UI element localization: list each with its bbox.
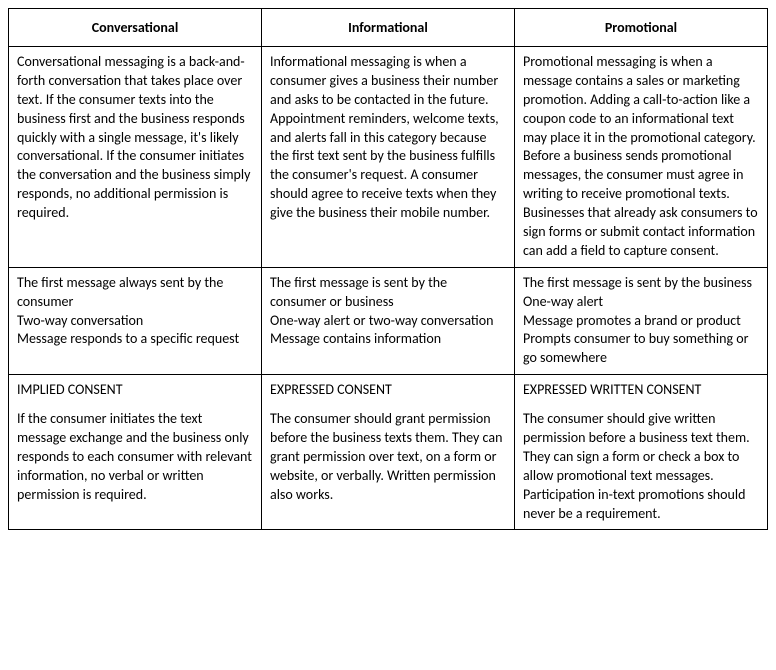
- consent-title: IMPLIED CONSENT: [17, 381, 253, 400]
- consent-title: EXPRESSED CONSENT: [270, 381, 506, 400]
- table-header-row: Conversational Informational Promotional: [9, 9, 768, 47]
- cell-characteristics-promotional: The first message is sent by the busines…: [514, 267, 767, 374]
- consent-title: EXPRESSED WRITTEN CONSENT: [523, 381, 759, 400]
- messaging-types-table: Conversational Informational Promotional…: [8, 8, 768, 530]
- cell-consent-conversational: IMPLIED CONSENT If the consumer initiate…: [9, 375, 262, 530]
- cell-characteristics-conversational: The first message always sent by the con…: [9, 267, 262, 374]
- consent-body: If the consumer initiates the text messa…: [17, 410, 253, 504]
- cell-definition-promotional: Promotional messaging is when a message …: [514, 47, 767, 268]
- cell-definition-informational: Informational messaging is when a consum…: [261, 47, 514, 268]
- table-row-consent: IMPLIED CONSENT If the consumer initiate…: [9, 375, 768, 530]
- table-row-definition: Conversational messaging is a back-and-f…: [9, 47, 768, 268]
- cell-consent-promotional: EXPRESSED WRITTEN CONSENT The consumer s…: [514, 375, 767, 530]
- table-row-characteristics: The first message always sent by the con…: [9, 267, 768, 374]
- column-header-promotional: Promotional: [514, 9, 767, 47]
- cell-definition-conversational: Conversational messaging is a back-and-f…: [9, 47, 262, 268]
- column-header-conversational: Conversational: [9, 9, 262, 47]
- cell-consent-informational: EXPRESSED CONSENT The consumer should gr…: [261, 375, 514, 530]
- consent-body: The consumer should give written permiss…: [523, 410, 759, 523]
- consent-body: The consumer should grant permission bef…: [270, 410, 506, 504]
- cell-characteristics-informational: The first message is sent by the consume…: [261, 267, 514, 374]
- column-header-informational: Informational: [261, 9, 514, 47]
